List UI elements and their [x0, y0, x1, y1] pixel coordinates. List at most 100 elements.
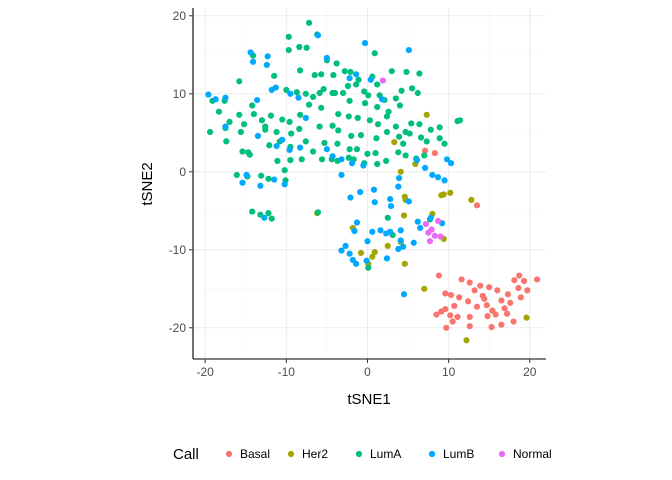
point-luma: [374, 103, 381, 111]
point-lumb: [405, 47, 412, 54]
point-basal: [421, 147, 429, 154]
point-luma: [396, 102, 404, 109]
point-luma: [206, 128, 214, 136]
point-lumb: [383, 255, 391, 262]
point-lumb: [370, 186, 378, 193]
point-luma: [392, 123, 399, 130]
point-luma: [250, 110, 257, 118]
point-lumb: [257, 182, 264, 189]
point-lumb: [360, 162, 367, 169]
point-lumb: [205, 91, 212, 98]
point-luma: [355, 76, 362, 83]
point-luma: [245, 149, 252, 156]
point-luma: [385, 108, 392, 115]
point-luma: [373, 135, 380, 142]
point-luma: [236, 111, 243, 118]
point-luma: [365, 264, 372, 271]
point-lumb: [287, 90, 294, 97]
point-lumb: [323, 146, 330, 153]
y-tick-label: 0: [179, 165, 186, 179]
point-luma: [283, 86, 290, 93]
point-her2: [357, 249, 365, 257]
point-basal: [466, 279, 473, 286]
point-luma: [239, 148, 246, 155]
point-luma: [298, 156, 305, 163]
legend-label-luma: LumA: [370, 447, 401, 461]
point-lumb: [395, 245, 402, 253]
point-luma: [241, 121, 248, 128]
point-luma: [258, 172, 265, 179]
point-luma: [353, 146, 361, 153]
point-lumb: [268, 86, 275, 93]
point-normal: [437, 233, 444, 240]
point-basal: [473, 303, 481, 310]
point-her2: [447, 189, 454, 196]
point-luma: [344, 82, 352, 90]
point-basal: [524, 287, 531, 294]
point-basal: [449, 318, 456, 325]
point-luma: [302, 90, 309, 97]
point-luma: [288, 130, 295, 137]
legend-key-normal: [498, 450, 506, 458]
point-luma: [297, 111, 304, 118]
point-luma: [414, 89, 421, 97]
point-her2: [463, 337, 470, 344]
point-luma: [303, 44, 310, 51]
legend-label-lumb: LumB: [443, 447, 474, 461]
point-lumb: [347, 194, 354, 201]
y-tick-label: 20: [173, 9, 187, 23]
point-luma: [348, 132, 355, 140]
point-lumb: [346, 75, 353, 82]
point-basal: [498, 297, 505, 304]
point-lumb: [414, 218, 421, 225]
point-lumb: [387, 203, 395, 210]
point-basal: [501, 305, 508, 312]
point-lumb: [348, 160, 356, 167]
point-basal: [510, 318, 517, 325]
point-basal: [435, 272, 442, 279]
y-axis-ticks: -20 -10 0 10 20: [169, 9, 193, 335]
point-lumb: [397, 237, 404, 244]
point-luma: [392, 95, 399, 102]
point-luma: [266, 142, 273, 149]
point-luma: [226, 118, 233, 125]
point-luma: [421, 152, 428, 159]
point-luma: [318, 71, 325, 78]
point-basal: [494, 287, 501, 294]
point-basal: [488, 323, 495, 331]
point-luma: [287, 157, 294, 164]
point-luma: [456, 117, 464, 124]
point-luma: [233, 171, 240, 179]
point-lumb: [434, 174, 442, 181]
point-lumb: [323, 54, 330, 62]
point-lumb: [249, 58, 257, 65]
point-lumb: [286, 146, 293, 154]
point-luma: [265, 210, 272, 217]
point-lumb: [243, 171, 250, 179]
point-luma: [297, 67, 304, 74]
point-luma: [215, 108, 223, 115]
point-luma: [273, 128, 280, 136]
point-luma: [345, 154, 352, 161]
point-lumb: [314, 32, 322, 39]
point-basal: [517, 294, 524, 301]
point-luma: [305, 101, 313, 108]
point-lumb: [271, 176, 278, 183]
point-lumb: [212, 96, 219, 103]
point-normal: [425, 229, 432, 236]
point-lumb: [363, 257, 370, 264]
point-lumb: [413, 157, 421, 164]
point-lumb: [427, 214, 434, 221]
point-basal: [483, 302, 490, 309]
point-luma: [330, 71, 337, 79]
point-luma: [406, 130, 413, 137]
point-luma: [361, 100, 369, 107]
point-luma: [321, 139, 328, 147]
point-her2: [468, 196, 475, 203]
point-lumb: [410, 239, 417, 246]
point-luma: [353, 81, 360, 88]
point-luma: [384, 214, 391, 221]
point-luma: [354, 114, 361, 122]
point-luma: [416, 121, 423, 128]
point-lumb: [400, 243, 407, 250]
